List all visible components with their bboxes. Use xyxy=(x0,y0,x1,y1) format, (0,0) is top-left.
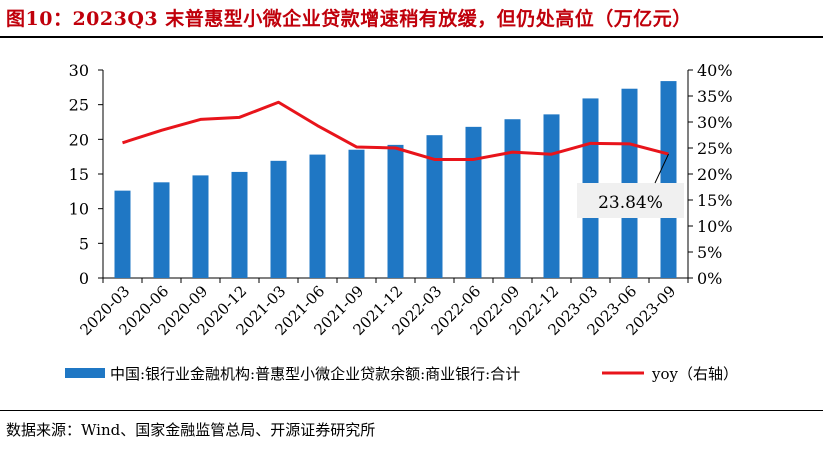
right-tick-label: 15% xyxy=(697,191,733,210)
callout-box xyxy=(577,183,684,218)
legend: 中国:银行业金融机构:普惠型小微企业贷款余额:商业银行:合计 yoy（右轴） xyxy=(65,365,738,383)
bar xyxy=(114,190,131,278)
x-axis-labels: 2020-032020-062020-092020-122021-032021-… xyxy=(77,282,680,339)
chart: 0 5 10 15 20 25 30 0% 5% 10% 15% 20% 25% 30% 35% 40% 20… xyxy=(65,61,738,383)
right-tick-label: 0% xyxy=(697,269,722,288)
left-tick-label: 10 xyxy=(69,200,89,219)
right-tick-label: 25% xyxy=(697,139,733,158)
bar xyxy=(543,114,560,278)
left-tick-label: 15 xyxy=(69,165,89,184)
right-tick-label: 40% xyxy=(697,61,733,80)
legend-bar-label: 中国:银行业金融机构:普惠型小微企业贷款余额:商业银行:合计 xyxy=(110,365,520,383)
line-series xyxy=(122,100,669,161)
bar xyxy=(153,182,170,278)
left-tick-label: 30 xyxy=(69,61,89,80)
callout-label: 23.84% xyxy=(598,193,663,213)
left-tick-label: 0 xyxy=(79,269,89,288)
bar xyxy=(426,135,443,278)
bar xyxy=(348,149,365,278)
left-tick-label: 5 xyxy=(79,234,89,253)
bar xyxy=(231,171,248,278)
bar xyxy=(270,160,287,278)
right-tick-label: 30% xyxy=(697,113,733,132)
value-callout: 23.84% xyxy=(577,153,684,218)
right-tick-label: 10% xyxy=(697,217,733,236)
bar xyxy=(504,119,521,278)
bar xyxy=(387,144,404,278)
title-rule xyxy=(0,36,823,38)
right-tick-label: 35% xyxy=(697,87,733,106)
bar xyxy=(660,81,677,279)
left-tick-label: 25 xyxy=(69,96,89,115)
chart-axes: 0 5 10 15 20 25 30 0% 5% 10% 15% 20% 25% 30% 35% 40% xyxy=(69,61,733,288)
source-note: 数据来源：Wind、国家金融监管总局、开源证券研究所 xyxy=(6,421,376,439)
right-tick-label: 20% xyxy=(697,165,733,184)
figure-title: 图10：2023Q3 末普惠型小微企业贷款增速稍有放缓，但仍处高位（万亿元） xyxy=(6,8,692,30)
left-tick-label: 20 xyxy=(69,130,89,149)
bar-series xyxy=(114,81,677,279)
legend-line-label: yoy（右轴） xyxy=(651,365,738,383)
footer-rule xyxy=(0,410,823,411)
bar xyxy=(465,126,482,278)
callout-leader xyxy=(654,153,669,184)
bar xyxy=(309,154,326,278)
legend-bar-swatch xyxy=(65,368,105,378)
bar xyxy=(192,175,209,278)
right-tick-label: 5% xyxy=(697,243,722,262)
